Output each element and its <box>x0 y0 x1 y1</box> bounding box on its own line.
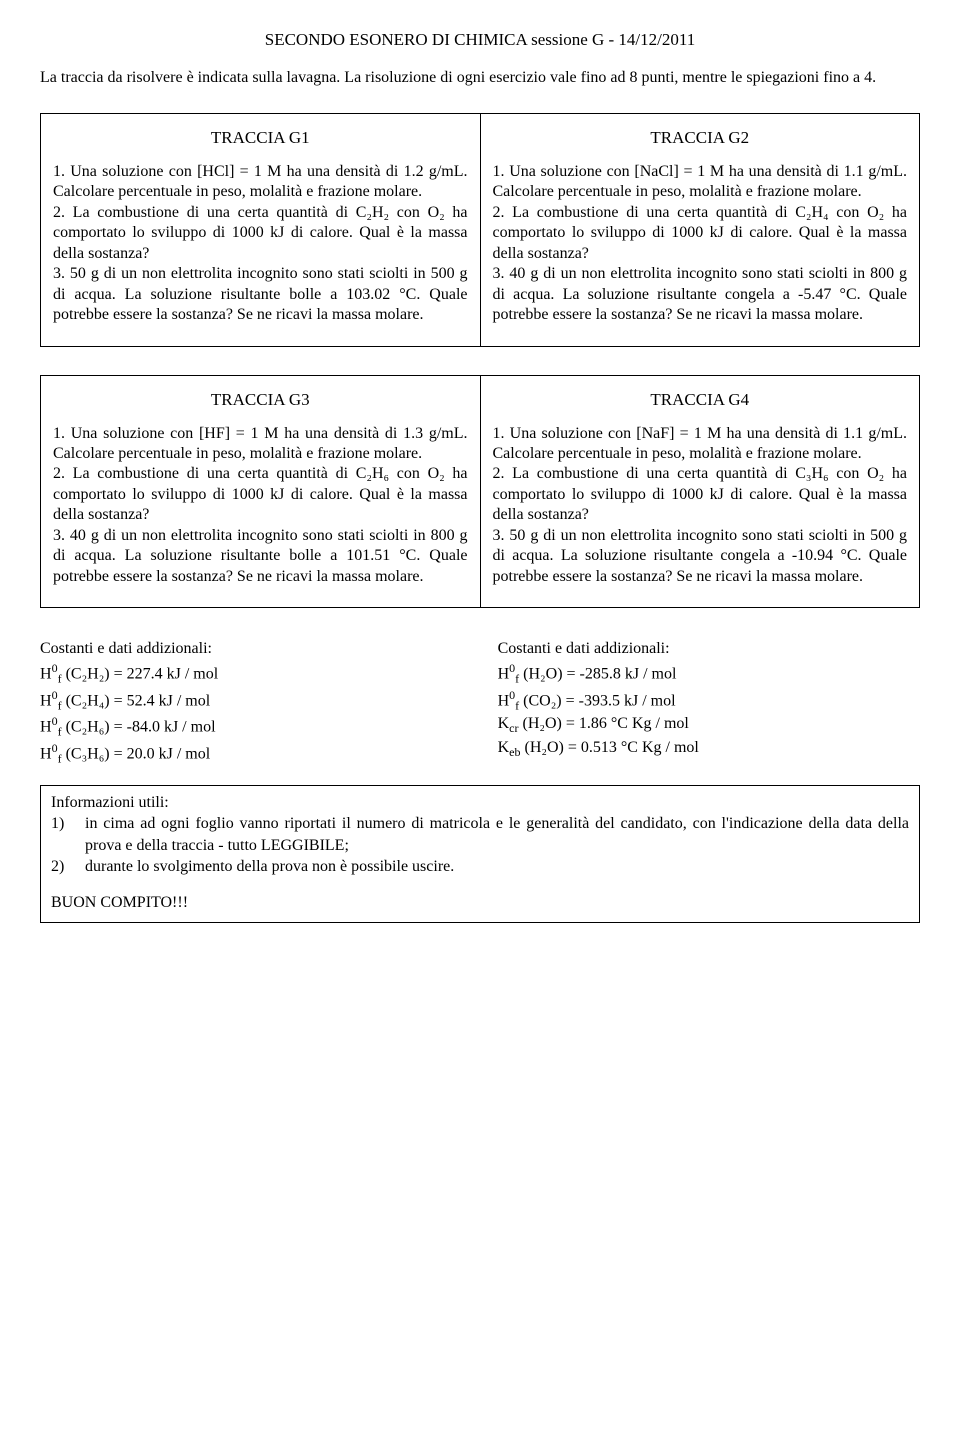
info-item-2-num: 2) <box>51 856 85 878</box>
info-footer: BUON COMPITO!!! <box>51 892 909 914</box>
traccia-g1-title: TRACCIA G1 <box>53 128 468 148</box>
traccia-table-1: TRACCIA G1 1. Una soluzione con [HCl] = … <box>40 113 920 347</box>
const-r-0: H0f (H₂O) = -285.8 kJ / mol <box>498 660 920 687</box>
traccia-table-2: TRACCIA G3 1. Una soluzione con [HF] = 1… <box>40 375 920 609</box>
constants-heading-right: Costanti e dati addizionali: <box>498 638 920 660</box>
traccia-g4-body: 1. Una soluzione con [NaF] = 1 M ha una … <box>493 424 908 588</box>
cell-g4: TRACCIA G4 1. Una soluzione con [NaF] = … <box>480 375 920 608</box>
constants-heading-left: Costanti e dati addizionali: <box>40 638 462 660</box>
cell-g3: TRACCIA G3 1. Una soluzione con [HF] = 1… <box>41 375 481 608</box>
constants-left: Costanti e dati addizionali: H0f (C₂H₂) … <box>40 638 462 766</box>
traccia-g1-body: 1. Una soluzione con [HCl] = 1 M ha una … <box>53 162 468 326</box>
cell-g1: TRACCIA G1 1. Una soluzione con [HCl] = … <box>41 113 481 346</box>
const-l-0: H0f (C₂H₂) = 227.4 kJ / mol <box>40 660 462 687</box>
const-l-3: H0f (C₃H₆) = 20.0 kJ / mol <box>40 740 462 767</box>
traccia-g3-title: TRACCIA G3 <box>53 390 468 410</box>
const-r-2: Kcr (H₂O) = 1.86 °C Kg / mol <box>498 713 920 736</box>
traccia-g2-body: 1. Una soluzione con [NaCl] = 1 M ha una… <box>493 162 908 326</box>
constants-section: Costanti e dati addizionali: H0f (C₂H₂) … <box>40 638 920 766</box>
document-title: SECONDO ESONERO DI CHIMICA sessione G - … <box>40 30 920 50</box>
const-l-2: H0f (C₂H₆) = -84.0 kJ / mol <box>40 713 462 740</box>
traccia-g4-title: TRACCIA G4 <box>493 390 908 410</box>
const-r-3: Keb (H₂O) = 0.513 °C Kg / mol <box>498 737 920 760</box>
info-item-1: 1) in cima ad ogni foglio vanno riportat… <box>51 813 909 856</box>
info-box: Informazioni utili: 1) in cima ad ogni f… <box>40 785 920 923</box>
const-r-1: H0f (CO₂) = -393.5 kJ / mol <box>498 687 920 714</box>
info-item-2: 2) durante lo svolgimento della prova no… <box>51 856 909 878</box>
traccia-g3-body: 1. Una soluzione con [HF] = 1 M ha una d… <box>53 424 468 588</box>
traccia-g2-title: TRACCIA G2 <box>493 128 908 148</box>
const-l-1: H0f (C₂H₄) = 52.4 kJ / mol <box>40 687 462 714</box>
constants-right: Costanti e dati addizionali: H0f (H₂O) =… <box>498 638 920 766</box>
info-item-1-num: 1) <box>51 813 85 856</box>
cell-g2: TRACCIA G2 1. Una soluzione con [NaCl] =… <box>480 113 920 346</box>
intro-text: La traccia da risolvere è indicata sulla… <box>40 68 920 89</box>
info-item-1-text: in cima ad ogni foglio vanno riportati i… <box>85 813 909 856</box>
info-heading: Informazioni utili: <box>51 792 909 814</box>
info-item-2-text: durante lo svolgimento della prova non è… <box>85 856 909 878</box>
